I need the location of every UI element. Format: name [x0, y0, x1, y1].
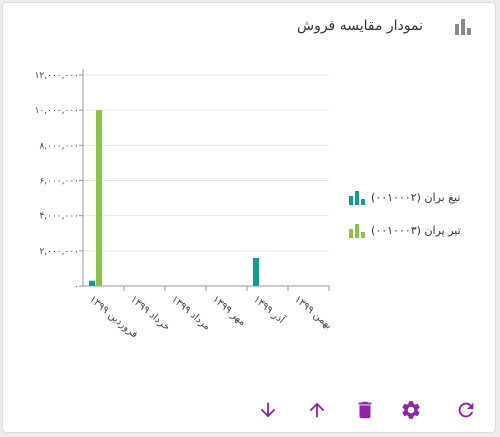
y-tick-label: ۱۰,۰۰۰,۰۰۰ [35, 106, 79, 116]
move-down-button[interactable] [257, 399, 281, 423]
settings-gear-icon [402, 401, 420, 419]
y-tick-label: ۰ [74, 282, 79, 292]
legend-bar-icon [349, 190, 365, 206]
move-up-button[interactable] [306, 399, 330, 423]
y-tick-label: ۶,۰۰۰,۰۰۰ [39, 177, 79, 187]
bar-2 [96, 110, 102, 287]
settings-button[interactable] [400, 399, 424, 423]
delete-icon [358, 401, 372, 419]
legend-label: تیغ بران (۰۰۱۰۰۰۲) [371, 191, 461, 204]
arrow-up-icon [309, 402, 325, 418]
legend-bar-icon [349, 223, 365, 239]
refresh-button[interactable] [455, 399, 479, 423]
y-tick-label: ۴,۰۰۰,۰۰۰ [39, 212, 79, 222]
arrow-down-icon [260, 402, 276, 418]
widget-title: نمودار مقایسه فروش [296, 18, 423, 34]
sales-comparison-widget: نمودار مقایسه فروش ۰ ۲,۰۰۰,۰۰۰ ۴,۰۰۰,۰۰۰ ۶,… [2, 2, 496, 433]
legend-item-series-2[interactable]: تیر پران (۰۰۱۰۰۰۳) [349, 223, 484, 241]
y-tick-label: ۱۲,۰۰۰,۰۰۰ [35, 71, 79, 81]
bar-chart-icon [455, 19, 471, 35]
refresh-icon [458, 402, 474, 418]
x-tick-label: آذر ۱۳۹۹ [251, 292, 288, 326]
x-tick-label: مهر ۱۳۹۹ [210, 294, 248, 328]
delete-button[interactable] [354, 399, 378, 423]
y-tick-label: ۲,۰۰۰,۰۰۰ [39, 247, 79, 257]
legend-item-series-1[interactable]: تیغ بران (۰۰۱۰۰۰۲) [349, 190, 484, 208]
bar-1 [253, 257, 259, 286]
legend-label: تیر پران (۰۰۱۰۰۰۳) [371, 224, 461, 237]
y-tick-label: ۸,۰۰۰,۰۰۰ [39, 141, 79, 151]
bar-1 [89, 280, 95, 286]
bar-chart: ۰ ۲,۰۰۰,۰۰۰ ۴,۰۰۰,۰۰۰ ۶,۰۰۰,۰۰۰ ۸,۰۰۰,۰۰۰ ۱۰,… [35, 69, 334, 341]
x-tick-label: مرداد ۱۳۹۹ [169, 294, 212, 333]
x-tick-label: بهمن ۱۳۹۹ [292, 294, 334, 332]
